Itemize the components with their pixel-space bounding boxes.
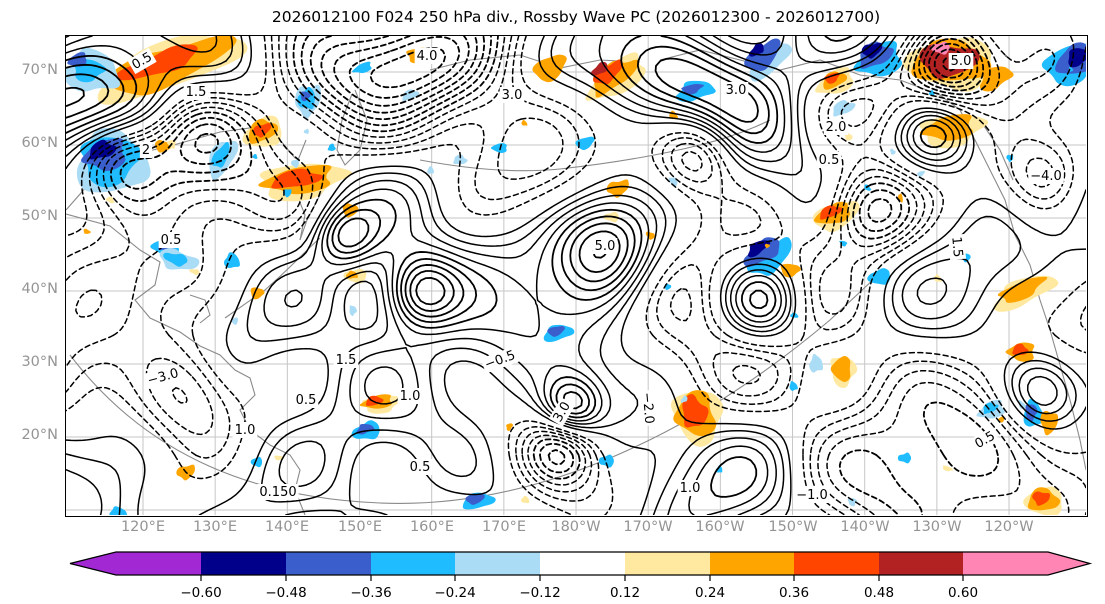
- y-tick-label: 50°N: [21, 208, 58, 224]
- colorbar-tick-label: 0.60: [948, 585, 978, 601]
- chart-title: 2026012100 F024 250 hPa div., Rossby Wav…: [271, 8, 881, 26]
- colorbar-segment: [286, 552, 371, 575]
- colorbar-outline: [69, 551, 1093, 576]
- x-tick-label: 170°E: [481, 519, 527, 535]
- colorbar-tick-label: 0.48: [864, 585, 894, 601]
- colorbar-segment: [794, 552, 879, 575]
- colorbar-tick-label: 0.12: [610, 585, 640, 601]
- y-tick-label: 40°N: [21, 281, 58, 297]
- colorbar-segment: [625, 552, 710, 575]
- contour-shading-canvas: [66, 36, 1086, 515]
- colorbar-left-arrow: [70, 552, 116, 575]
- x-tick-label: 130°W: [912, 519, 962, 535]
- colorbar-segment: [455, 552, 540, 575]
- colorbar-segment: [371, 552, 455, 575]
- colorbar-right-arrow: [1048, 552, 1090, 575]
- colorbar-tick-label: 0.36: [779, 585, 809, 601]
- colorbar-tick-label: −0.24: [434, 585, 475, 601]
- x-tick-label: 170°W: [623, 519, 673, 535]
- colorbar-segment: [879, 552, 963, 575]
- y-tick-label: 60°N: [21, 135, 58, 151]
- colorbar-tick-label: −0.48: [265, 585, 306, 601]
- y-tick-label: 20°N: [21, 427, 58, 443]
- colorbar-tick-label: 0.24: [695, 585, 725, 601]
- colorbar-tick-label: −0.12: [519, 585, 560, 601]
- x-tick-label: 120°E: [120, 519, 166, 535]
- x-tick-label: 150°W: [768, 519, 818, 535]
- x-tick-label: 150°E: [337, 519, 383, 535]
- x-tick-label: 180°W: [551, 519, 601, 535]
- colorbar: −0.60 −0.48 −0.36 −0.24 −0.12 0.12 0.24 0.36 0.4…: [69, 551, 1093, 601]
- colorbar-segment: [710, 552, 794, 575]
- y-tick-label: 30°N: [21, 354, 58, 370]
- map-plot-area: [65, 35, 1088, 517]
- colorbar-tick-label: −0.60: [180, 585, 221, 601]
- x-tick-label: 120°W: [984, 519, 1034, 535]
- x-tick-label: 140°E: [264, 519, 310, 535]
- colorbar-segment: [116, 552, 201, 575]
- x-tick-label: 130°E: [192, 519, 238, 535]
- y-tick-label: 70°N: [21, 62, 58, 78]
- colorbar-tick-label: −0.36: [350, 585, 391, 601]
- x-tick-label: 160°W: [695, 519, 745, 535]
- colorbar-segment: [963, 552, 1048, 575]
- colorbar-segment: [540, 552, 625, 575]
- x-tick-label: 160°E: [409, 519, 455, 535]
- colorbar-segment: [201, 552, 286, 575]
- x-tick-label: 140°W: [840, 519, 890, 535]
